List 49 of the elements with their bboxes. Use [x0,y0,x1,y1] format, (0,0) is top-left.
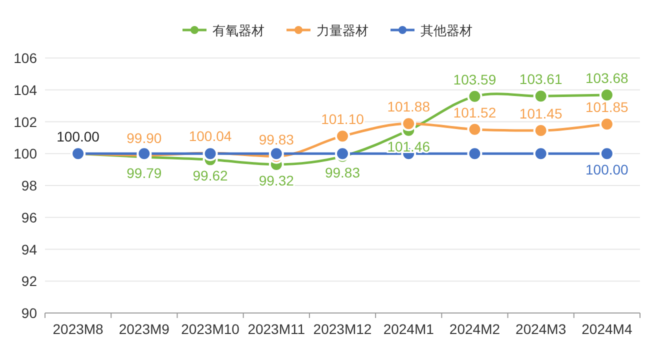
point [533,88,548,104]
y-tick-label: 94 [21,241,38,258]
y-tick-label: 96 [21,209,38,226]
y-tick-label: 90 [21,305,38,321]
data-label: 99.83 [258,131,294,148]
x-tick-label: 2023M12 [313,321,372,337]
point [335,128,350,144]
point [467,88,482,104]
x-tick-label: 2023M11 [248,321,306,337]
y-tick-label: 92 [21,273,38,290]
x-tick-label: 2024M2 [449,321,500,337]
data-label: 101.45 [519,106,562,122]
data-label: 101.52 [453,104,496,120]
data-label: 99.90 [126,130,162,146]
data-label: 101.10 [321,111,364,128]
data-label: 101.88 [387,98,430,115]
x-tick-label: 2024M4 [582,321,632,337]
point [467,122,482,137]
point [599,87,614,102]
legend-label: 力量器材 [316,23,368,38]
data-label: 101.46 [387,138,430,154]
data-label: 100.04 [188,128,232,144]
y-tick-label: 106 [14,50,38,66]
data-label: 99.62 [192,168,228,184]
annotation: 100.00 [56,128,100,145]
y-tick-label: 100 [14,146,38,162]
point [599,146,614,162]
data-label: 103.61 [519,71,562,88]
data-label: 101.85 [586,99,629,116]
point [467,146,482,162]
data-label: 100.00 [586,162,629,178]
point [401,116,416,132]
data-label: 99.79 [126,164,162,181]
data-label: 103.68 [586,70,629,86]
y-tick-label: 98 [21,178,38,194]
point [533,146,548,162]
x-tick-label: 2023M10 [181,321,240,337]
legend-label: 有氧器材 [212,23,264,38]
y-tick-label: 102 [14,114,38,130]
x-tick-label: 2023M9 [118,321,170,337]
data-label: 99.83 [324,164,360,180]
y-tick-label: 104 [14,82,38,98]
x-tick-label: 2024M3 [516,321,566,337]
legend-label: 其他器材 [420,23,472,38]
point [599,116,614,132]
x-tick-label: 2023M8 [52,321,104,337]
x-tick-label: 2024M1 [383,321,434,337]
data-label: 99.32 [258,172,294,188]
data-label: 103.59 [453,71,496,88]
